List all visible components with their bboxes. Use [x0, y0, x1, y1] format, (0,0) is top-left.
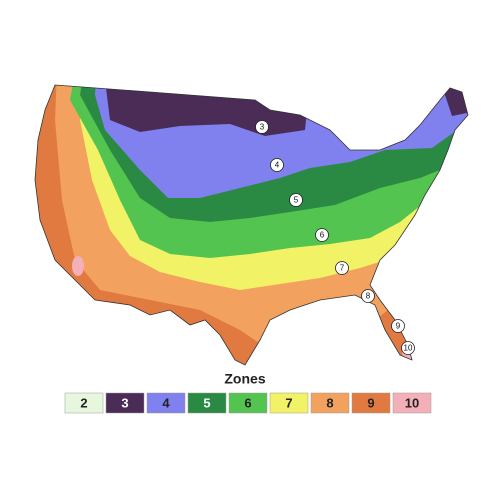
zone-marker-label: 3: [260, 123, 265, 132]
legend-swatch: [146, 392, 186, 414]
zone-marker: [255, 120, 269, 134]
legend-swatch: [228, 392, 268, 414]
zone-marker: [335, 261, 349, 275]
zone-marker: [270, 158, 284, 172]
legend-swatch: [269, 392, 309, 414]
legend-label: 7: [285, 395, 292, 410]
legend-label: 10: [405, 395, 419, 410]
legend-label: 9: [367, 395, 374, 410]
zone-marker-label: 8: [366, 292, 371, 301]
zone-marker-label: 6: [320, 231, 325, 240]
zone-marker: [401, 341, 415, 355]
legend-swatch: [64, 392, 104, 414]
zone-marker-label: 9: [396, 322, 401, 331]
legend-swatch: [187, 392, 227, 414]
legend-label: 8: [326, 395, 333, 410]
zone-marker: [289, 193, 303, 207]
legend-label: 4: [162, 395, 170, 410]
legend-label: 2: [80, 395, 87, 410]
legend-swatch: [351, 392, 391, 414]
zone-marker-label: 4: [275, 161, 280, 170]
legend-label: 3: [121, 395, 128, 410]
legend-swatch: [310, 392, 350, 414]
legend-swatch: [105, 392, 145, 414]
legend-label: 6: [244, 395, 251, 410]
zone-marker-label: 10: [404, 344, 413, 353]
zone-marker: [315, 228, 329, 242]
zone-marker: [391, 319, 405, 333]
legend-label: 5: [203, 395, 210, 410]
legend-swatch: [392, 392, 432, 414]
zone-marker: [361, 289, 375, 303]
legend-title: Zones: [224, 371, 265, 387]
zone-marker-label: 5: [294, 196, 299, 205]
zone-marker-label: 7: [340, 264, 345, 273]
